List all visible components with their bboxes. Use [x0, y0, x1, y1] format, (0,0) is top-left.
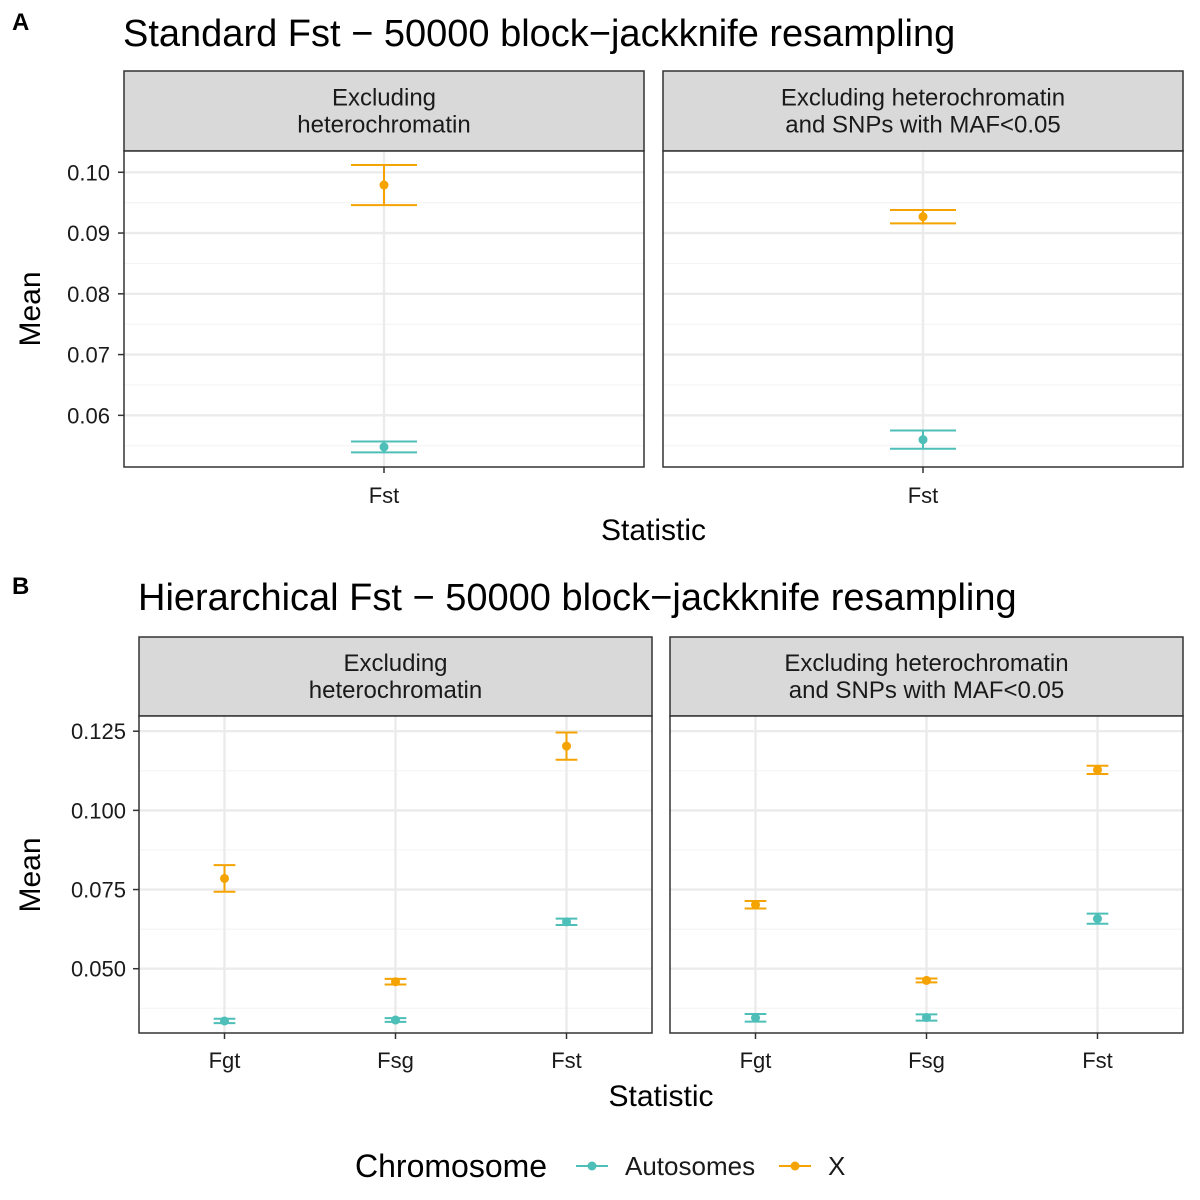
x-tick-label: Fgt — [209, 1048, 241, 1073]
x-tick-label: Fst — [908, 483, 939, 508]
legend: Chromosome Autosomes X — [355, 1148, 845, 1184]
facet-strip-label: heterochromatin — [309, 677, 482, 704]
facet-strip-label: Excluding heterochromatin — [784, 650, 1068, 677]
x-tick-label: Fgt — [740, 1048, 772, 1073]
facet-strip-label: and SNPs with MAF<0.05 — [785, 112, 1060, 139]
mean-point — [562, 741, 571, 751]
legend-key-point — [790, 1161, 800, 1171]
x-axis-title: Statistic — [608, 1080, 713, 1113]
x-tick-label: Fst — [369, 483, 400, 508]
mean-point — [918, 435, 928, 445]
mean-point — [922, 975, 931, 985]
y-axis-title: Mean — [14, 271, 47, 346]
x-tick-label: Fst — [551, 1048, 582, 1073]
chart-title: Standard Fst − 50000 block−jackknife res… — [123, 13, 955, 55]
x-tick-label: Fsg — [908, 1048, 945, 1073]
x-tick-label: Fsg — [377, 1048, 414, 1073]
facet-strip — [662, 70, 1184, 152]
mean-point — [751, 1013, 760, 1023]
facet-strip-label: Excluding heterochromatin — [781, 85, 1065, 112]
legend-key-point — [587, 1161, 597, 1171]
mean-point — [379, 442, 389, 452]
y-tick-label: 0.125 — [71, 719, 126, 744]
chart-title: Hierarchical Fst − 50000 block−jackknife… — [138, 577, 1017, 619]
facet-strip-label: heterochromatin — [297, 112, 470, 139]
mean-point — [1093, 765, 1102, 775]
y-tick-label: 0.075 — [71, 878, 126, 903]
mean-point — [751, 900, 760, 910]
y-tick-label: 0.08 — [67, 282, 110, 307]
mean-point — [918, 212, 928, 222]
x-tick-label: Fst — [1082, 1048, 1113, 1073]
legend-label: X — [828, 1151, 845, 1181]
panel-letter: A — [12, 9, 29, 36]
mean-point — [922, 1012, 931, 1022]
facet-strip-label: Excluding — [343, 650, 447, 677]
y-tick-label: 0.10 — [67, 160, 110, 185]
mean-point — [562, 917, 571, 927]
chart-b: B Hierarchical Fst − 50000 block−jackknif… — [12, 573, 1184, 1113]
legend-title: Chromosome — [355, 1148, 547, 1184]
y-tick-label: 0.06 — [67, 403, 110, 428]
mean-point — [220, 873, 229, 883]
facet-strip-label: and SNPs with MAF<0.05 — [789, 677, 1064, 704]
panel-letter: B — [12, 573, 29, 600]
chart-a: A Standard Fst − 50000 block−jackknife re… — [12, 9, 1184, 547]
legend-label: Autosomes — [625, 1151, 755, 1181]
facet-strip-label: Excluding — [332, 85, 436, 112]
mean-point — [1093, 914, 1102, 924]
y-tick-label: 0.07 — [67, 343, 110, 368]
y-tick-label: 0.09 — [67, 221, 110, 246]
y-axis-title: Mean — [14, 837, 47, 912]
y-tick-label: 0.050 — [71, 957, 126, 982]
facet-strip — [138, 636, 653, 717]
y-tick-label: 0.100 — [71, 798, 126, 823]
mean-point — [379, 180, 389, 190]
mean-point — [391, 1015, 400, 1025]
mean-point — [220, 1016, 229, 1026]
mean-point — [391, 977, 400, 987]
x-axis-title: Statistic — [601, 514, 706, 547]
facet-strip — [123, 70, 645, 152]
